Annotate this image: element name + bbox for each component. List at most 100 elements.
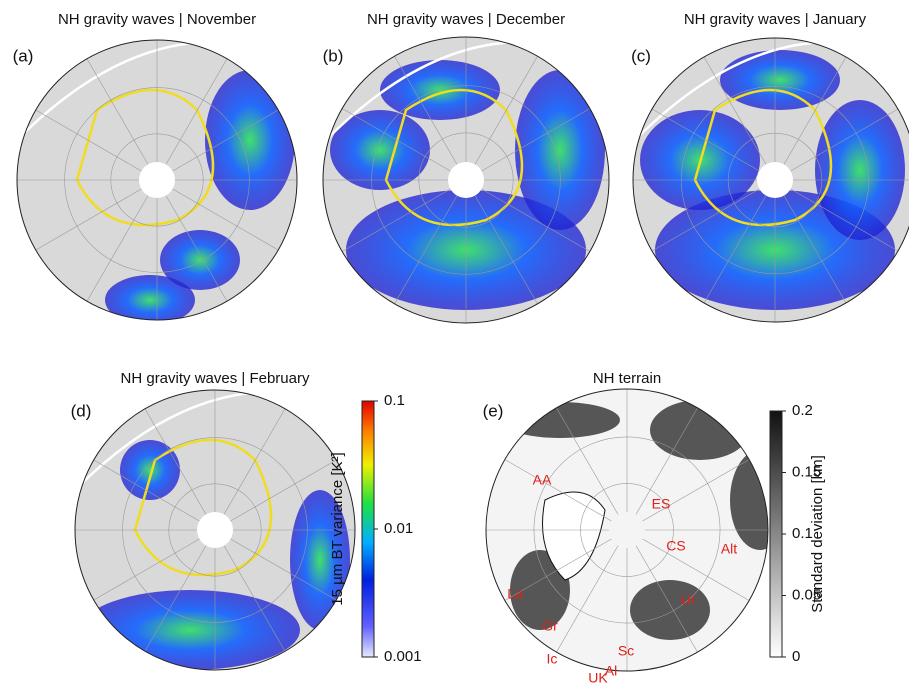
wave-patch (515, 70, 605, 230)
greenland (542, 491, 606, 581)
map-content (323, 37, 609, 323)
panel-label: (a) (13, 46, 34, 65)
map-rim (322, 36, 610, 324)
colorbar-tick-label: 0.01 (384, 520, 413, 537)
terrain-patch (500, 402, 620, 438)
map-rim (632, 37, 909, 323)
yellow-contour (693, 88, 833, 227)
graticule (556, 545, 619, 653)
region-label: La (507, 586, 523, 602)
colorbar-tick-label: 0.2 (792, 402, 813, 419)
map-rim (485, 388, 769, 672)
region-label: Sc (618, 643, 634, 659)
panel-title: NH gravity waves | January (684, 11, 867, 28)
graticule (703, 195, 767, 304)
region-label: Gr (542, 618, 558, 634)
graticule (144, 408, 207, 515)
graticule (172, 188, 279, 251)
region-label: Alt (721, 541, 737, 557)
wave-patch (105, 275, 195, 320)
map-content (17, 40, 297, 320)
polar-map (632, 37, 909, 323)
graticule (86, 195, 149, 302)
wave-patch (80, 590, 300, 670)
graticule (504, 538, 612, 601)
graticule (642, 459, 750, 522)
region-label: Ic (547, 651, 558, 667)
colorbar-tick-label: 0.05 (792, 586, 821, 603)
polar-map (485, 388, 769, 672)
region-label: Al (605, 663, 617, 679)
polar-map (74, 389, 356, 671)
graticule (172, 109, 279, 172)
graticule (556, 407, 619, 515)
panel-title: NH gravity waves | December (367, 11, 565, 28)
region-label: UK (588, 670, 608, 686)
colorbar-label: Standard deviation [km] (809, 455, 826, 613)
colorbar (361, 400, 375, 658)
graticule (635, 407, 698, 515)
pole-hole (757, 162, 793, 198)
pole-hole (197, 512, 233, 548)
terrain-patch (730, 450, 768, 550)
wave-patch (330, 110, 430, 190)
panel-label: (e) (483, 401, 504, 420)
panel-title: NH terrain (593, 370, 661, 387)
panel-label: (c) (631, 46, 651, 65)
graticule (481, 188, 590, 252)
graticule (165, 58, 228, 165)
region-label: ES (652, 496, 671, 512)
map-content (486, 389, 768, 671)
wave-patch (720, 50, 840, 110)
polar-map (16, 39, 298, 321)
colorbar-tick-label: 0.15 (792, 463, 821, 480)
graticule (230, 459, 337, 522)
graticule (394, 56, 458, 165)
graticule (790, 188, 899, 252)
colorbar-tick-label: 0.1 (792, 525, 813, 542)
panel-title: NH gravity waves | February (121, 370, 310, 387)
wave-patch (205, 70, 295, 210)
graticule (165, 195, 228, 302)
graticule (651, 108, 760, 172)
colorbar-tick-label: 0.001 (384, 648, 422, 665)
map-content (633, 38, 909, 322)
region-label: Ur (681, 592, 696, 608)
pole-hole (448, 162, 484, 198)
colorbar-tick-label: 0.1 (384, 392, 405, 409)
colorbar (769, 410, 783, 658)
graticule (474, 56, 538, 165)
wave-patch (815, 100, 905, 240)
yellow-contour (384, 88, 524, 227)
graticule (790, 108, 899, 172)
graticule (394, 195, 458, 304)
yellow-contour (133, 438, 273, 577)
graticule (504, 459, 612, 522)
graticule (342, 188, 451, 252)
graticule (230, 538, 337, 601)
graticule (783, 195, 847, 304)
panel-label: (d) (71, 401, 92, 420)
region-label: CS (666, 538, 685, 554)
colorbar-tick-label: 0 (792, 648, 800, 665)
graticule (35, 188, 142, 251)
graticule (93, 538, 200, 601)
graticule (635, 545, 698, 653)
wave-patch (160, 230, 240, 290)
graticule (223, 408, 286, 515)
colorbar-label: 15 µm BT variance [K²] (329, 452, 346, 605)
graticule (35, 109, 142, 172)
map-content (75, 390, 355, 670)
map-rim (16, 39, 298, 321)
panel-title: NH gravity waves | November (58, 11, 256, 28)
graticule (223, 545, 286, 652)
graticule (342, 108, 451, 172)
panel-label: (b) (323, 46, 344, 65)
polar-map (322, 36, 610, 324)
region-label: AA (533, 472, 552, 488)
graticule (144, 545, 207, 652)
graticule (474, 195, 538, 304)
graticule (86, 58, 149, 165)
wave-patch (380, 60, 500, 120)
